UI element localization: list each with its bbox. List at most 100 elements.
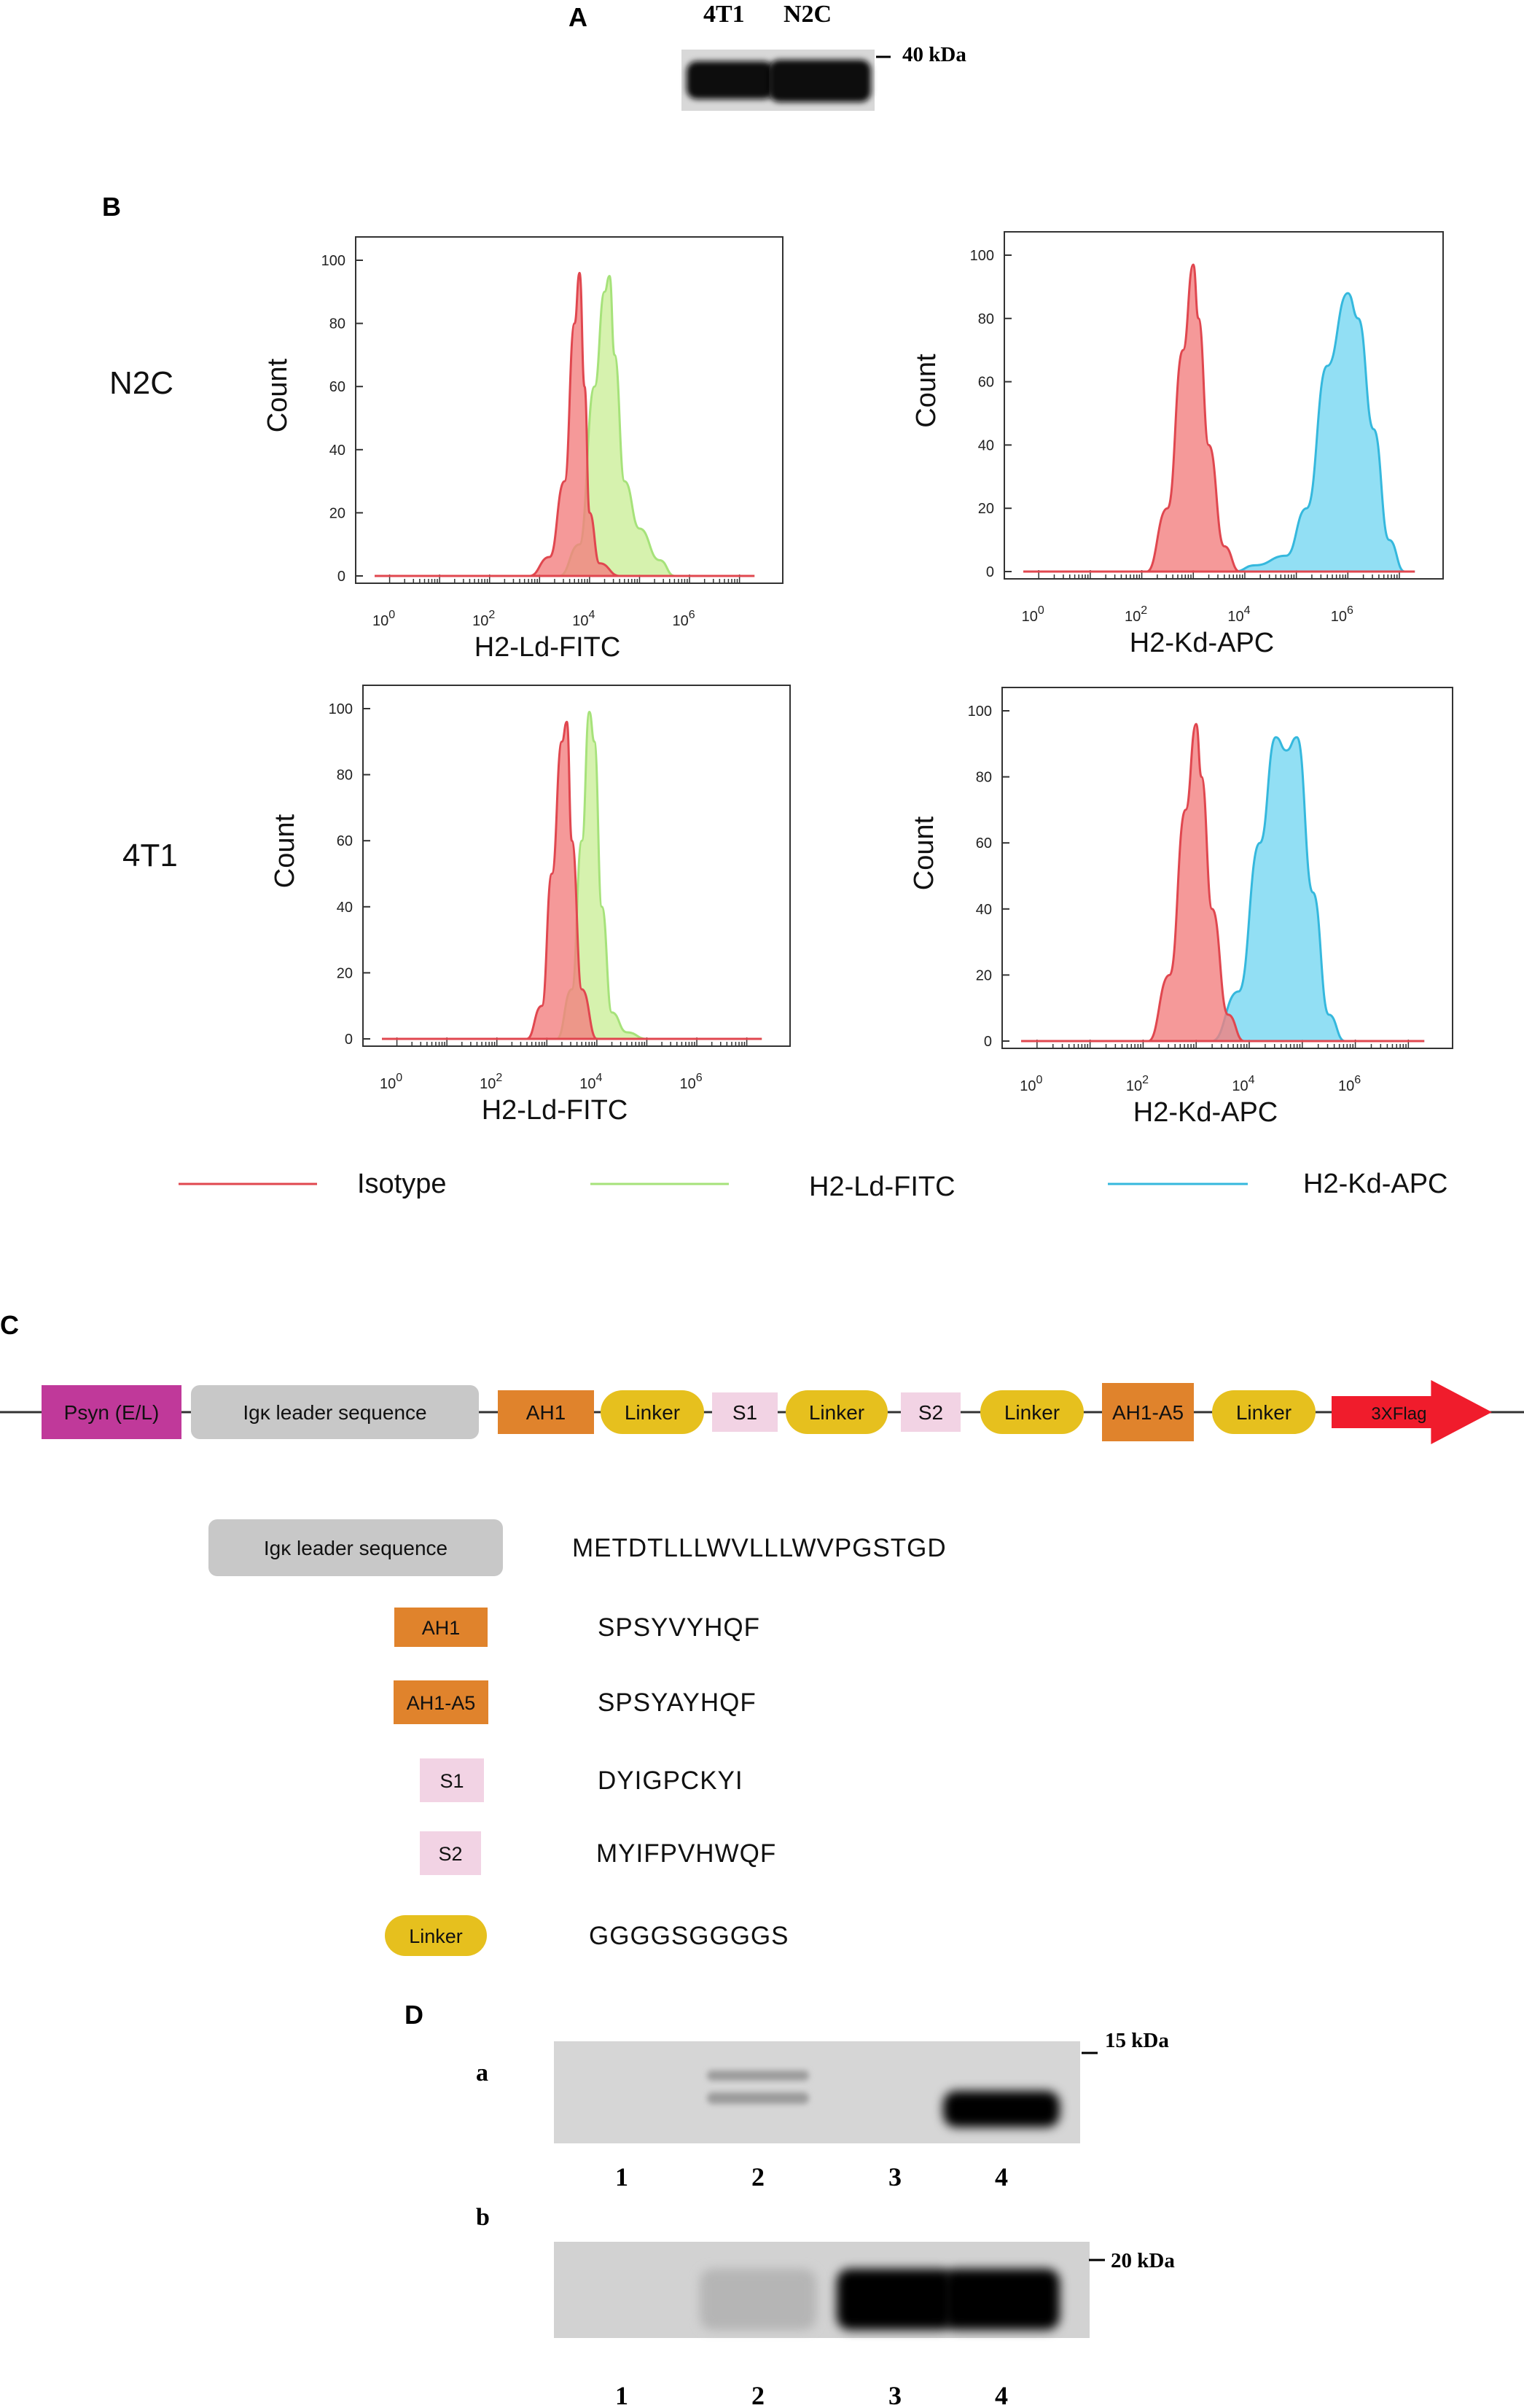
panel-b: B N2C 4T1 0 20 40 60 80 100 Count 100 102 104 106 H… bbox=[102, 192, 1453, 1202]
sequence-row-s2-sequence: MYIFPVHWQF bbox=[596, 1839, 776, 1868]
histogram-1: 0 20 40 60 80 100 Count 100 102 104 106 H2-Ld-FITC bbox=[262, 236, 784, 663]
x-axis-label: H2-Ld-FITC bbox=[482, 1095, 628, 1126]
construct-3xflag-label: 3XFlag bbox=[1371, 1404, 1426, 1424]
y-tick-label: 0 bbox=[337, 569, 345, 585]
construct-linker: Linker bbox=[1212, 1390, 1316, 1434]
x-tick-label: 106 bbox=[1338, 1074, 1361, 1094]
construct-linker-label: Linker bbox=[809, 1401, 864, 1424]
lane-number-2: 2 bbox=[751, 2381, 765, 2408]
histogram-3: 0 20 40 60 80 100 Count 100 102 104 106 H2-Ld-FITC bbox=[270, 685, 791, 1126]
lane-number-1: 1 bbox=[615, 2381, 628, 2408]
histogram-2: 0 20 40 60 80 100 Count 100 102 104 106 H2-Kd-APC bbox=[911, 231, 1444, 658]
y-tick-label: 60 bbox=[337, 833, 353, 849]
construct-ig-leader-sequence-shape bbox=[191, 1385, 479, 1439]
construct-linker: Linker bbox=[601, 1390, 704, 1434]
y-tick-label: 20 bbox=[337, 965, 353, 981]
lane-number-1: 1 bbox=[615, 2162, 628, 2191]
row-label-n2c: N2C bbox=[109, 365, 173, 401]
blot-a-band-4t1 bbox=[687, 61, 774, 99]
y-tick-label: 80 bbox=[978, 311, 994, 327]
y-tick-label: 40 bbox=[978, 437, 994, 453]
histogram-4: 0 20 40 60 80 100 Count 100 102 104 106 H2-Kd-APC bbox=[909, 687, 1453, 1128]
blot-a-bands bbox=[707, 2070, 1060, 2127]
legend-kd-label: H2-Kd-APC bbox=[1303, 1169, 1448, 1199]
marker-label-20kda: 20 kDa bbox=[1111, 2249, 1175, 2272]
panel-d: D a 15 kDa 1 2 3 4 b 20 kDa 1 2 3 4 bbox=[405, 2000, 1175, 2408]
y-tick-label: 60 bbox=[978, 375, 994, 391]
construct-ah1: AH1 bbox=[498, 1390, 594, 1434]
construct-ig-leader-sequence: Igκ leader sequence bbox=[191, 1385, 479, 1439]
blot-band-lane-3 bbox=[837, 2269, 953, 2330]
construct-ah1-label: AH1 bbox=[526, 1401, 566, 1424]
blot-band-lane-4 bbox=[943, 2269, 1060, 2330]
sequence-row-ah1: AH1 SPSYVYHQF bbox=[394, 1608, 760, 1647]
blot-b-lane-numbers: 1 2 3 4 bbox=[615, 2381, 1008, 2408]
y-tick-label: 0 bbox=[345, 1032, 353, 1048]
y-tick-label: 100 bbox=[970, 248, 994, 264]
construct-linker-label: Linker bbox=[1236, 1401, 1292, 1424]
sequence-row-ah1-a5-label: AH1-A5 bbox=[407, 1692, 476, 1714]
sequence-row-ah1-sequence: SPSYVYHQF bbox=[598, 1613, 760, 1642]
y-tick-label: 60 bbox=[976, 835, 992, 852]
y-tick-label: 100 bbox=[321, 253, 345, 269]
blot-band-lane-4 bbox=[943, 2091, 1060, 2127]
y-tick-label: 60 bbox=[329, 379, 345, 395]
x-tick-label: 104 bbox=[572, 609, 595, 629]
y-tick-label: 0 bbox=[986, 564, 994, 580]
x-tick-label: 100 bbox=[1020, 1074, 1042, 1094]
y-tick-label: 80 bbox=[337, 768, 353, 784]
sequence-row-ah1-a5-shape bbox=[394, 1680, 488, 1724]
x-tick-label: 104 bbox=[1227, 604, 1250, 625]
y-axis-label: Count bbox=[911, 354, 942, 428]
sequence-row-s2: S2 MYIFPVHWQF bbox=[420, 1831, 776, 1875]
x-axis-label: H2-Ld-FITC bbox=[474, 632, 621, 663]
sequence-row-ah1-a5-sequence: SPSYAYHQF bbox=[598, 1688, 757, 1717]
sequence-row-s2-label: S2 bbox=[438, 1843, 462, 1865]
sequence-row-linker-label: Linker bbox=[409, 1925, 463, 1947]
x-tick-label: 102 bbox=[480, 1072, 502, 1092]
x-tick-label: 100 bbox=[380, 1072, 402, 1092]
y-tick-label: 100 bbox=[968, 704, 992, 720]
lane-number-4: 4 bbox=[995, 2381, 1008, 2408]
histogram-series-isotype bbox=[1023, 263, 1415, 573]
legend-ld-label: H2-Ld-FITC bbox=[809, 1172, 956, 1202]
lane-number-4: 4 bbox=[995, 2162, 1008, 2191]
construct-s2-shape bbox=[901, 1392, 961, 1432]
sequence-row-ah1-label: AH1 bbox=[422, 1617, 461, 1639]
lane-label-n2c: N2C bbox=[784, 1, 832, 28]
lane-number-3: 3 bbox=[888, 2162, 902, 2191]
histogram-series-isotype bbox=[382, 720, 762, 1040]
blot-a-label: a bbox=[476, 2060, 488, 2086]
lane-number-2: 2 bbox=[751, 2162, 765, 2191]
x-tick-label: 102 bbox=[1126, 1074, 1149, 1094]
x-tick-label: 102 bbox=[472, 609, 495, 629]
lane-label-4t1: 4T1 bbox=[703, 1, 745, 28]
construct-linker-label: Linker bbox=[1004, 1401, 1060, 1424]
sequence-row-s1-label: S1 bbox=[439, 1770, 464, 1792]
sequence-row-linker-sequence: GGGGSGGGGS bbox=[589, 1922, 789, 1950]
construct-ig-leader-sequence-label: Igκ leader sequence bbox=[243, 1401, 426, 1424]
x-tick-label: 106 bbox=[672, 609, 695, 629]
y-axis-label: Count bbox=[270, 814, 300, 888]
row-label-4t1: 4T1 bbox=[122, 838, 178, 873]
legend: Isotype H2-Ld-FITC H2-Kd-APC bbox=[179, 1169, 1448, 1202]
sequence-row-s1-shape bbox=[420, 1758, 484, 1802]
construct-ah1-a5-shape bbox=[1102, 1383, 1194, 1441]
histogram-series-isotype bbox=[1021, 722, 1425, 1043]
x-axis-label: H2-Kd-APC bbox=[1130, 628, 1275, 658]
panel-c-letter: C bbox=[0, 1310, 19, 1340]
sequence-row-linker-shape bbox=[385, 1915, 487, 1956]
blot-band-lane-2-lower bbox=[707, 2092, 809, 2104]
y-axis-label: Count bbox=[909, 816, 939, 890]
construct-3xflag-shape bbox=[1332, 1380, 1492, 1444]
construct-s2: S2 bbox=[901, 1392, 961, 1432]
y-tick-label: 40 bbox=[976, 902, 992, 918]
sequence-row-s2-shape bbox=[420, 1831, 481, 1875]
plot-frame bbox=[1004, 231, 1444, 580]
construct-ah1-a5: AH1-A5 bbox=[1102, 1383, 1194, 1441]
x-tick-label: 104 bbox=[579, 1072, 602, 1092]
y-axis-label: Count bbox=[262, 358, 293, 432]
legend-isotype-label: Isotype bbox=[357, 1169, 447, 1199]
x-tick-label: 100 bbox=[372, 609, 395, 629]
construct-linker: Linker bbox=[980, 1390, 1084, 1434]
